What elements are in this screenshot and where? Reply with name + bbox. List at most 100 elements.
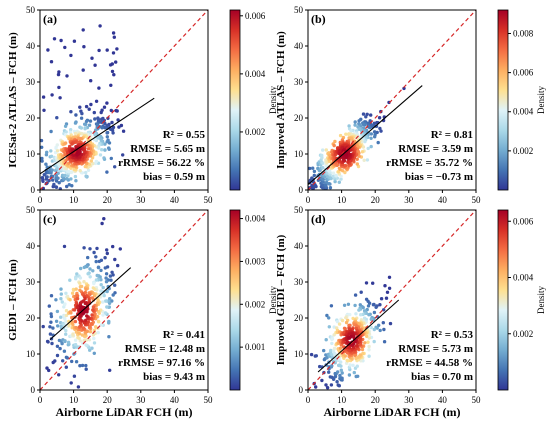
scatter-point — [91, 286, 96, 290]
scatter-point — [48, 325, 52, 329]
scatter-point — [362, 309, 367, 313]
scatter-point — [109, 127, 113, 131]
scatter-point — [107, 335, 111, 339]
scatter-point — [90, 313, 94, 317]
scatter-point — [372, 327, 376, 332]
scatter-point — [78, 364, 82, 368]
scatter-point — [108, 274, 113, 278]
x-tick-label: 10 — [69, 195, 79, 205]
x-tick-label: 50 — [204, 395, 214, 405]
scatter-point — [53, 359, 57, 363]
scatter-point — [95, 246, 99, 251]
scatter-point — [83, 301, 88, 306]
scatter-point — [343, 163, 348, 168]
scatter-point — [105, 135, 110, 139]
scatter-point — [366, 304, 371, 308]
scatter-point — [367, 301, 372, 305]
scatter-point — [87, 338, 92, 342]
scatter-point — [89, 79, 93, 83]
scatter-point — [111, 244, 115, 249]
scatter-point — [51, 326, 55, 330]
colorbar-tick-label: 0.008 — [513, 28, 534, 38]
scatter-point — [378, 303, 382, 307]
scatter-point — [110, 69, 115, 74]
y-tick-label: 40 — [294, 41, 304, 51]
scatter-point — [110, 270, 114, 274]
scatter-point — [369, 113, 373, 117]
scatter-point — [371, 281, 375, 285]
scatter-point — [86, 320, 91, 324]
colorbar-tick-label: 0.006 — [513, 68, 534, 78]
colorbar-tick-label: 0.002 — [513, 329, 533, 339]
scatter-point — [367, 348, 371, 352]
scatter-point — [353, 123, 357, 127]
scatter-point — [79, 116, 84, 120]
scatter-point — [388, 321, 393, 326]
scatter-point — [382, 308, 386, 312]
colorbar-label: Density — [268, 286, 278, 314]
y-tick-label: 30 — [26, 277, 36, 287]
scatter-point — [337, 166, 342, 170]
colorbar-tick-label: 0.004 — [513, 107, 534, 117]
scatter-point — [103, 266, 108, 270]
scatter-point — [371, 303, 376, 307]
scatter-point — [325, 313, 329, 318]
scatter-point — [96, 119, 101, 123]
colorbar-tick-label: 0.002 — [513, 146, 533, 156]
scatter-point — [77, 331, 81, 335]
scatter-point — [54, 298, 58, 302]
scatter-point — [332, 143, 336, 148]
x-tick-label: 30 — [136, 395, 146, 405]
scatter-point — [332, 346, 337, 351]
scatter-point — [51, 178, 55, 182]
scatter-point — [365, 158, 370, 162]
scatter-point — [85, 329, 89, 333]
scatter-point — [63, 152, 67, 157]
scatter-point — [353, 303, 357, 308]
scatter-point — [92, 281, 96, 286]
scatter-point — [55, 116, 59, 120]
scatter-point — [81, 326, 85, 330]
scatter-point — [63, 332, 68, 336]
scatter-point — [112, 35, 117, 39]
scatter-point — [347, 332, 351, 336]
scatter-point — [79, 284, 84, 289]
scatter-point — [54, 185, 58, 189]
scatter-point — [81, 28, 85, 32]
scatter-point — [378, 328, 382, 333]
scatter-point — [352, 370, 356, 375]
scatter-point — [376, 140, 380, 145]
x-tick-label: 30 — [136, 195, 146, 205]
scatter-panel: 0 10 20 30 40 50 0 10 20 30 40 50 GEDI – FCH (m) (c) R… — [7, 205, 278, 405]
scatter-point — [373, 135, 377, 139]
scatter-point — [115, 47, 119, 51]
scatter-point — [357, 154, 361, 158]
scatter-point — [363, 341, 367, 345]
scatter-point — [348, 363, 352, 367]
scatter-point — [77, 336, 81, 340]
scatter-point — [324, 148, 328, 152]
scatter-points — [41, 217, 123, 389]
stat-text: R² = 0.53 — [431, 329, 474, 341]
x-tick-label: 50 — [204, 195, 214, 205]
colorbar-tick-label: 0.004 — [245, 69, 266, 79]
scatter-point — [330, 337, 335, 341]
scatter-point — [105, 101, 109, 105]
scatter-point — [74, 287, 78, 291]
scatter-point — [92, 250, 96, 255]
x-tick-label: 40 — [170, 195, 180, 205]
y-tick-label: 20 — [294, 113, 304, 123]
y-tick-label: 0 — [299, 385, 304, 395]
scatter-point — [87, 107, 91, 111]
one-to-one-line — [39, 209, 209, 391]
scatter-point — [361, 305, 365, 310]
scatter-point — [362, 316, 367, 320]
scatter-point — [64, 365, 69, 369]
scatter-point — [82, 45, 86, 49]
scatter-point — [99, 110, 103, 115]
scatter-point — [79, 314, 83, 318]
scatter-point — [372, 130, 377, 134]
scatter-point — [359, 290, 363, 294]
scatter-point — [93, 63, 97, 67]
scatter-point — [109, 278, 113, 282]
